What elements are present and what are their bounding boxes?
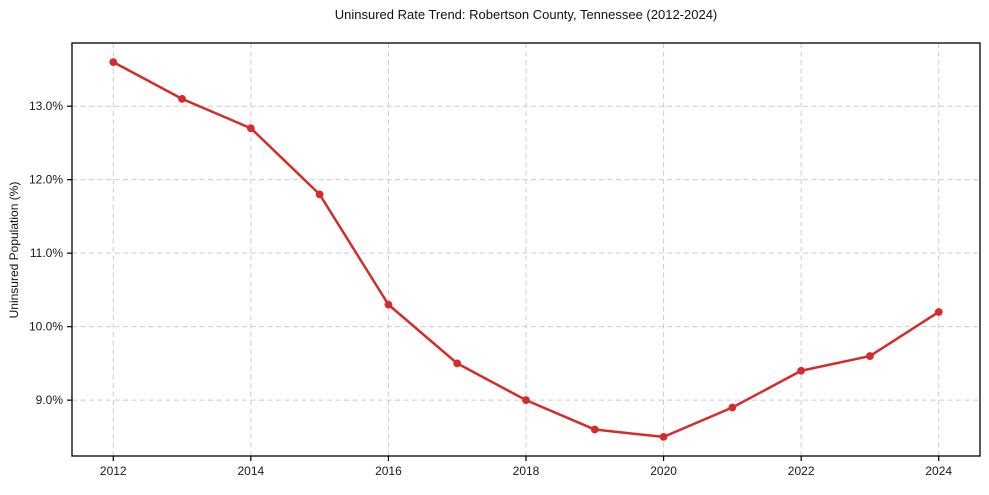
y-tick-label: 12.0% — [29, 173, 63, 187]
x-tick-label: 2018 — [513, 464, 540, 478]
data-point-marker — [934, 308, 943, 316]
x-tick-label: 2022 — [788, 464, 815, 478]
chart-title: Uninsured Rate Trend: Robertson County, … — [334, 7, 718, 22]
data-point-marker — [453, 359, 462, 368]
data-point-marker — [178, 94, 186, 103]
data-point-marker — [246, 124, 255, 133]
data-point-marker — [315, 190, 324, 199]
data-point-marker — [109, 58, 118, 67]
data-point-marker — [659, 432, 668, 441]
data-point-marker — [522, 396, 530, 405]
data-point-marker — [384, 300, 393, 309]
data-point-marker — [866, 352, 874, 360]
data-point-marker — [590, 425, 599, 434]
x-tick-label: 2016 — [375, 464, 402, 478]
x-tick-label: 2014 — [237, 464, 264, 478]
y-axis-label: Uninsured Population (%) — [7, 181, 21, 319]
y-tick-label: 9.0% — [36, 393, 64, 407]
y-tick-label: 10.0% — [29, 320, 63, 334]
x-tick-label: 2012 — [100, 464, 127, 478]
x-tick-label: 2020 — [650, 464, 677, 478]
y-tick-label: 13.0% — [29, 99, 63, 113]
data-point-marker — [728, 403, 737, 412]
data-point-marker — [797, 366, 806, 375]
x-tick-label: 2024 — [925, 464, 952, 478]
y-tick-label: 11.0% — [30, 246, 63, 260]
